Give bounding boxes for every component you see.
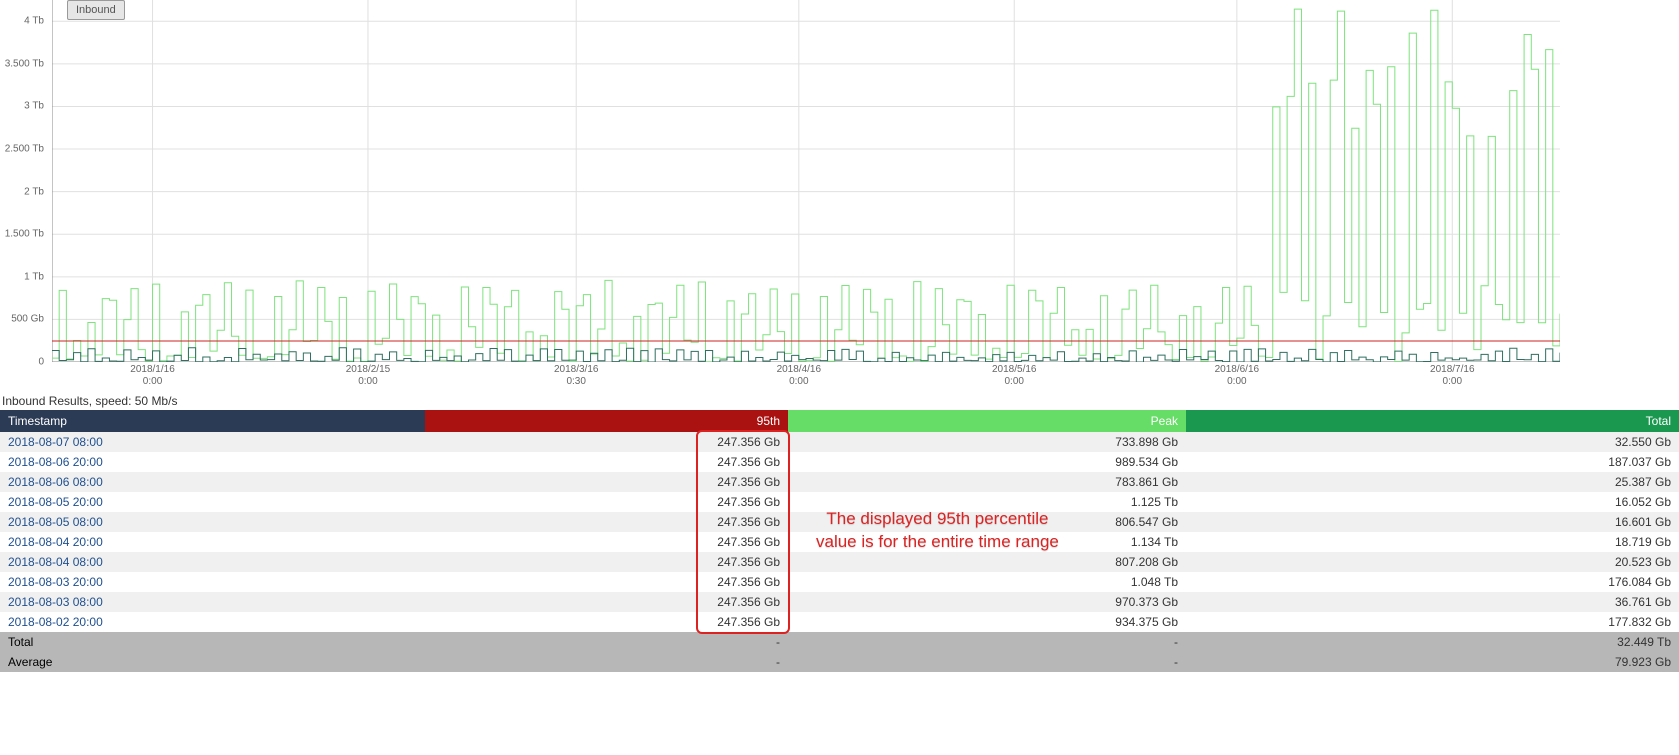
cell-95th: 247.356 Gb	[425, 432, 788, 452]
cell-total: 176.084 Gb	[1186, 572, 1679, 592]
chart-y-axis: 0500 Gb1 Tb1.500 Tb2 Tb2.500 Tb3 Tb3.500…	[0, 0, 48, 362]
cell-total: 36.761 Gb	[1186, 592, 1679, 612]
summary-label: Total	[0, 632, 425, 652]
col-header-p95[interactable]: 95th	[425, 410, 788, 432]
cell-timestamp[interactable]: 2018-08-04 08:00	[0, 552, 425, 572]
cell-timestamp[interactable]: 2018-08-07 08:00	[0, 432, 425, 452]
chart-plot-area[interactable]	[52, 0, 1560, 362]
cell-timestamp[interactable]: 2018-08-05 08:00	[0, 512, 425, 532]
summary-peak: -	[788, 652, 1186, 672]
summary-label: Average	[0, 652, 425, 672]
cell-total: 16.601 Gb	[1186, 512, 1679, 532]
y-tick-label: 0	[38, 357, 44, 368]
summary-row: Total--32.449 Tb	[0, 632, 1679, 652]
results-title: Inbound Results, speed: 50 Mb/s	[0, 390, 1679, 410]
summary-peak: -	[788, 632, 1186, 652]
cell-95th: 247.356 Gb	[425, 492, 788, 512]
col-header-ts[interactable]: Timestamp	[0, 410, 425, 432]
col-header-total[interactable]: Total	[1186, 410, 1679, 432]
cell-peak: 807.208 Gb	[788, 552, 1186, 572]
cell-95th: 247.356 Gb	[425, 512, 788, 532]
traffic-chart: Inbound 0500 Gb1 Tb1.500 Tb2 Tb2.500 Tb3…	[0, 0, 1560, 390]
cell-peak: 1.134 Tb	[788, 532, 1186, 552]
x-tick-label: 2018/3/160:30	[554, 364, 599, 388]
x-tick-label: 2018/7/160:00	[1430, 364, 1475, 388]
table-row[interactable]: 2018-08-02 20:00247.356 Gb934.375 Gb177.…	[0, 612, 1679, 632]
table-row[interactable]: 2018-08-05 08:00247.356 Gb806.547 Gb16.6…	[0, 512, 1679, 532]
cell-timestamp[interactable]: 2018-08-03 20:00	[0, 572, 425, 592]
results-table: Timestamp95thPeakTotal 2018-08-07 08:002…	[0, 410, 1679, 672]
table-row[interactable]: 2018-08-04 20:00247.356 Gb1.134 Tb18.719…	[0, 532, 1679, 552]
cell-peak: 783.861 Gb	[788, 472, 1186, 492]
y-tick-label: 1 Tb	[24, 271, 44, 282]
cell-timestamp[interactable]: 2018-08-02 20:00	[0, 612, 425, 632]
cell-timestamp[interactable]: 2018-08-06 20:00	[0, 452, 425, 472]
cell-95th: 247.356 Gb	[425, 612, 788, 632]
y-tick-label: 3.500 Tb	[5, 58, 44, 69]
cell-95th: 247.356 Gb	[425, 532, 788, 552]
summary-row: Average--79.923 Gb	[0, 652, 1679, 672]
x-tick-label: 2018/2/150:00	[346, 364, 391, 388]
table-row[interactable]: 2018-08-04 08:00247.356 Gb807.208 Gb20.5…	[0, 552, 1679, 572]
cell-95th: 247.356 Gb	[425, 572, 788, 592]
cell-peak: 970.373 Gb	[788, 592, 1186, 612]
y-tick-label: 2 Tb	[24, 186, 44, 197]
cell-total: 32.550 Gb	[1186, 432, 1679, 452]
cell-peak: 1.048 Tb	[788, 572, 1186, 592]
y-tick-label: 2.500 Tb	[5, 144, 44, 155]
cell-total: 16.052 Gb	[1186, 492, 1679, 512]
summary-total: 79.923 Gb	[1186, 652, 1679, 672]
cell-peak: 806.547 Gb	[788, 512, 1186, 532]
cell-peak: 733.898 Gb	[788, 432, 1186, 452]
cell-timestamp[interactable]: 2018-08-05 20:00	[0, 492, 425, 512]
cell-timestamp[interactable]: 2018-08-04 20:00	[0, 532, 425, 552]
cell-95th: 247.356 Gb	[425, 592, 788, 612]
table-row[interactable]: 2018-08-03 20:00247.356 Gb1.048 Tb176.08…	[0, 572, 1679, 592]
y-tick-label: 3 Tb	[24, 101, 44, 112]
summary-95th: -	[425, 652, 788, 672]
table-row[interactable]: 2018-08-06 20:00247.356 Gb989.534 Gb187.…	[0, 452, 1679, 472]
x-tick-label: 2018/5/160:00	[992, 364, 1037, 388]
cell-peak: 1.125 Tb	[788, 492, 1186, 512]
table-row[interactable]: 2018-08-07 08:00247.356 Gb733.898 Gb32.5…	[0, 432, 1679, 452]
x-tick-label: 2018/1/160:00	[130, 364, 175, 388]
table-row[interactable]: 2018-08-05 20:00247.356 Gb1.125 Tb16.052…	[0, 492, 1679, 512]
cell-peak: 989.534 Gb	[788, 452, 1186, 472]
cell-timestamp[interactable]: 2018-08-06 08:00	[0, 472, 425, 492]
cell-total: 20.523 Gb	[1186, 552, 1679, 572]
y-tick-label: 4 Tb	[24, 16, 44, 27]
cell-95th: 247.356 Gb	[425, 552, 788, 572]
chart-x-axis: 2018/1/160:00 2018/2/150:00 2018/3/160:30 2…	[52, 364, 1560, 390]
cell-total: 177.832 Gb	[1186, 612, 1679, 632]
cell-peak: 934.375 Gb	[788, 612, 1186, 632]
summary-total: 32.449 Tb	[1186, 632, 1679, 652]
table-row[interactable]: 2018-08-03 08:00247.356 Gb970.373 Gb36.7…	[0, 592, 1679, 612]
cell-total: 18.719 Gb	[1186, 532, 1679, 552]
table-row[interactable]: 2018-08-06 08:00247.356 Gb783.861 Gb25.3…	[0, 472, 1679, 492]
cell-95th: 247.356 Gb	[425, 472, 788, 492]
cell-total: 187.037 Gb	[1186, 452, 1679, 472]
x-tick-label: 2018/6/160:00	[1215, 364, 1260, 388]
cell-total: 25.387 Gb	[1186, 472, 1679, 492]
y-tick-label: 1.500 Tb	[5, 229, 44, 240]
y-tick-label: 500 Gb	[11, 314, 44, 325]
summary-95th: -	[425, 632, 788, 652]
cell-95th: 247.356 Gb	[425, 452, 788, 472]
x-tick-label: 2018/4/160:00	[777, 364, 822, 388]
cell-timestamp[interactable]: 2018-08-03 08:00	[0, 592, 425, 612]
col-header-peak[interactable]: Peak	[788, 410, 1186, 432]
